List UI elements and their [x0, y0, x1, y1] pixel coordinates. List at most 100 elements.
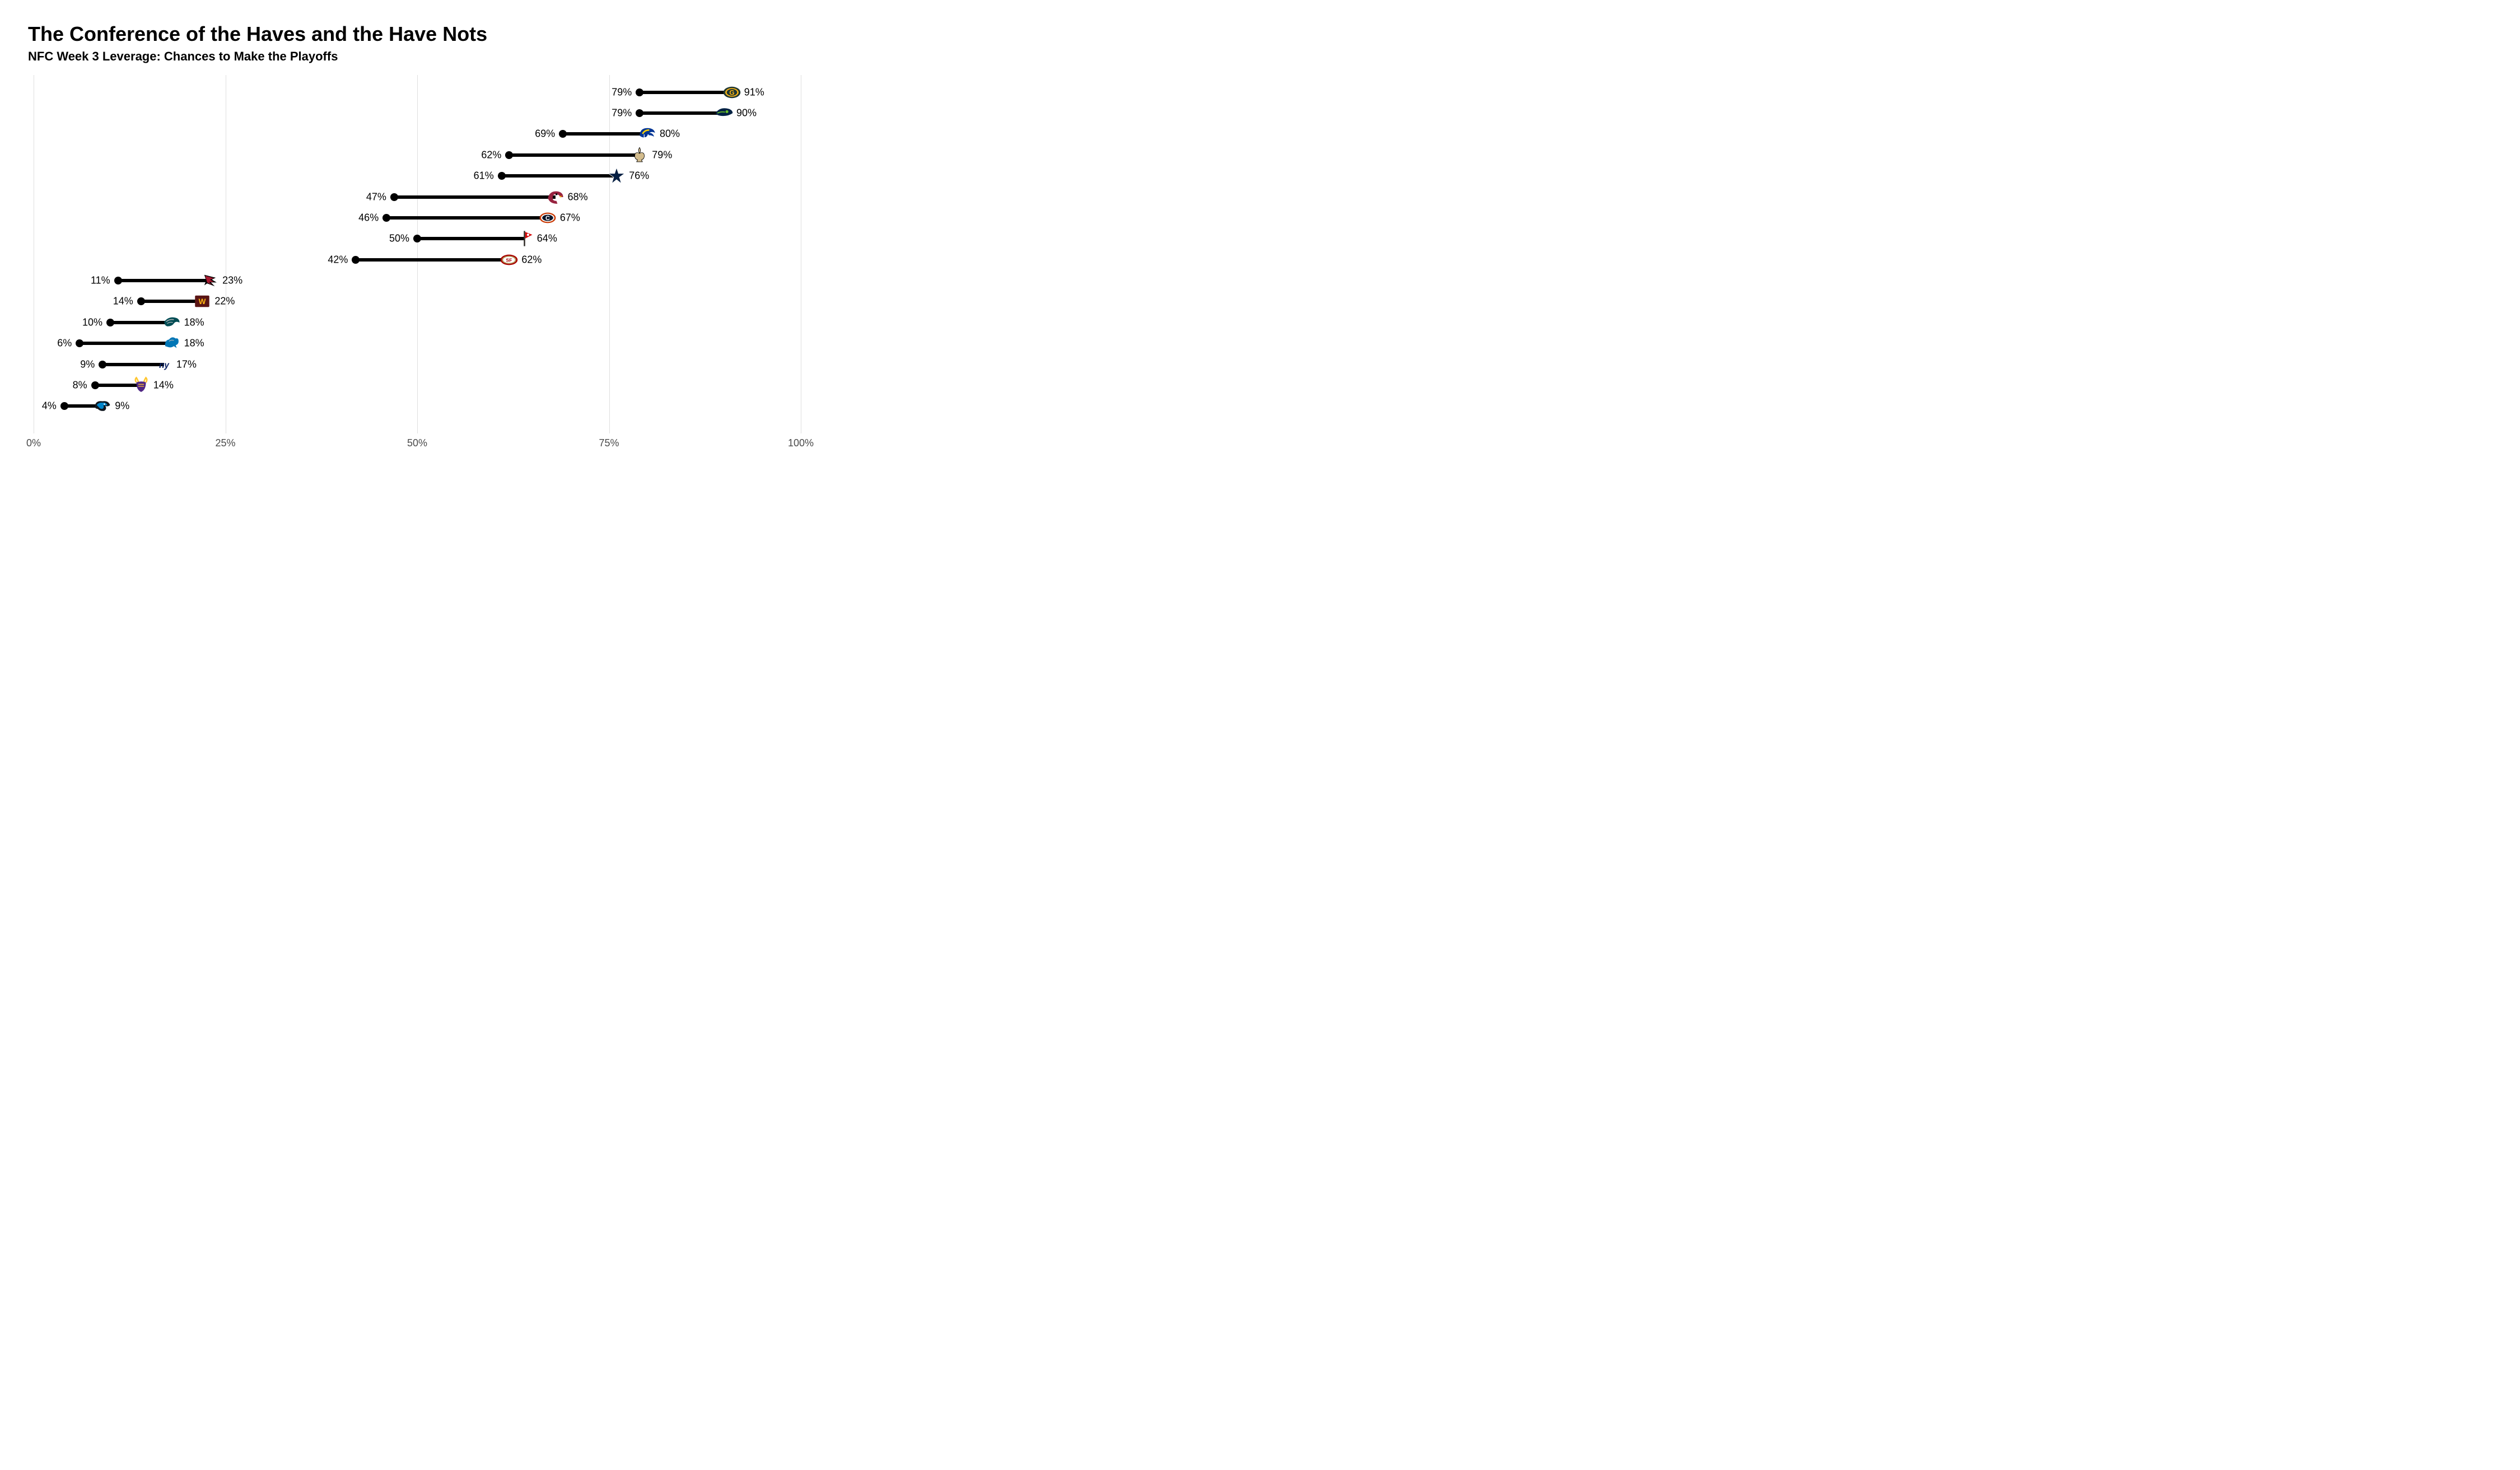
low-label: 11% [91, 275, 110, 287]
svg-text:G: G [729, 88, 734, 96]
svg-text:SF: SF [506, 257, 512, 263]
range-bar [563, 132, 647, 136]
low-dot [390, 193, 398, 201]
packers-logo-icon: G [722, 83, 741, 102]
low-dot [99, 361, 106, 368]
x-tick-label: 75% [599, 437, 619, 449]
low-dot [352, 256, 360, 264]
team-row: G 79% 91% [34, 82, 801, 102]
low-dot [382, 214, 390, 222]
high-label: 14% [153, 379, 174, 391]
x-tick-label: 100% [788, 437, 814, 449]
team-row: 47% 68% [34, 186, 801, 207]
eagles-logo-icon [162, 313, 181, 332]
svg-text:W: W [199, 298, 206, 306]
low-dot [505, 151, 513, 159]
chart-title: The Conference of the Haves and the Have… [28, 22, 801, 46]
high-label: 23% [222, 275, 242, 287]
low-label: 8% [73, 379, 87, 391]
low-dot [106, 319, 114, 326]
low-dot [91, 381, 99, 389]
low-dot [413, 235, 421, 242]
low-label: 9% [80, 358, 95, 370]
low-label: 79% [612, 108, 632, 119]
range-bar [80, 342, 171, 345]
giants-logo-icon: ny [155, 355, 174, 374]
low-label: 4% [42, 400, 57, 412]
high-label: 80% [660, 128, 680, 140]
team-row: 11% 23% [34, 270, 801, 291]
low-dot [559, 130, 567, 138]
low-label: 69% [535, 128, 555, 140]
team-row: C 46% 67% [34, 207, 801, 228]
low-dot [636, 88, 643, 96]
high-label: 76% [629, 170, 649, 182]
washington-logo-icon: W [193, 292, 212, 311]
high-label: 64% [537, 233, 557, 245]
team-row: 79% 90% [34, 102, 801, 123]
plot-area: 0%25%50%75%100%G79%91%79%90%LA69%80%62%7… [34, 75, 801, 433]
bears-logo-icon: C [538, 208, 557, 227]
low-dot [137, 297, 145, 305]
svg-text:LA: LA [643, 133, 650, 139]
low-dot [76, 339, 83, 347]
cowboys-logo-icon [607, 166, 626, 185]
high-label: 91% [744, 86, 764, 98]
range-bar [118, 279, 210, 282]
high-label: 90% [736, 108, 757, 119]
team-row: SF42%62% [34, 249, 801, 270]
falcons-logo-icon [200, 271, 220, 290]
range-bar [502, 174, 617, 178]
low-label: 61% [474, 170, 494, 182]
buccaneers-logo-icon [515, 229, 534, 248]
low-label: 79% [612, 86, 632, 98]
low-label: 47% [366, 191, 386, 203]
low-label: 50% [389, 233, 409, 245]
saints-logo-icon [630, 146, 649, 165]
cardinals-logo-icon [546, 188, 565, 207]
team-row: ny 9% 17% [34, 354, 801, 375]
rams-logo-icon: LA [638, 124, 657, 143]
low-label: 14% [113, 296, 133, 307]
panthers-logo-icon [93, 396, 112, 416]
x-tick-label: 0% [26, 437, 41, 449]
chart-subtitle: NFC Week 3 Leverage: Chances to Make the… [28, 49, 801, 64]
range-bar [509, 153, 640, 157]
team-row: 61% 76% [34, 166, 801, 186]
high-label: 17% [176, 358, 197, 370]
low-dot [114, 277, 122, 284]
high-label: 9% [115, 400, 129, 412]
range-bar [417, 237, 525, 240]
range-bar [386, 216, 548, 220]
high-label: 62% [521, 254, 542, 265]
low-label: 46% [358, 212, 379, 223]
low-label: 10% [82, 316, 102, 328]
x-tick-label: 25% [215, 437, 235, 449]
high-label: 68% [568, 191, 588, 203]
team-row: LA 69% 80% [34, 124, 801, 144]
high-label: 79% [652, 149, 672, 161]
team-row: 10%18% [34, 312, 801, 333]
low-dot [636, 109, 643, 117]
seahawks-logo-icon [715, 104, 734, 123]
low-label: 6% [57, 338, 72, 349]
team-row: 6% 18% [34, 333, 801, 354]
low-dot [498, 172, 506, 180]
team-row: 8% 14% [34, 375, 801, 395]
team-row: 4% 9% [34, 396, 801, 417]
team-row: W 14% 22% [34, 291, 801, 312]
team-row: 50% 64% [34, 228, 801, 249]
svg-text:C: C [545, 215, 550, 222]
49ers-logo-icon: SF [500, 250, 519, 269]
high-label: 18% [184, 338, 204, 349]
range-bar [394, 195, 556, 199]
high-label: 22% [214, 296, 235, 307]
range-bar [356, 258, 509, 262]
range-bar [640, 91, 731, 94]
lions-logo-icon [162, 334, 181, 353]
range-bar [640, 111, 724, 115]
team-row: 62%79% [34, 144, 801, 165]
high-label: 67% [560, 212, 580, 223]
low-dot [60, 402, 68, 410]
svg-text:ny: ny [159, 361, 170, 370]
